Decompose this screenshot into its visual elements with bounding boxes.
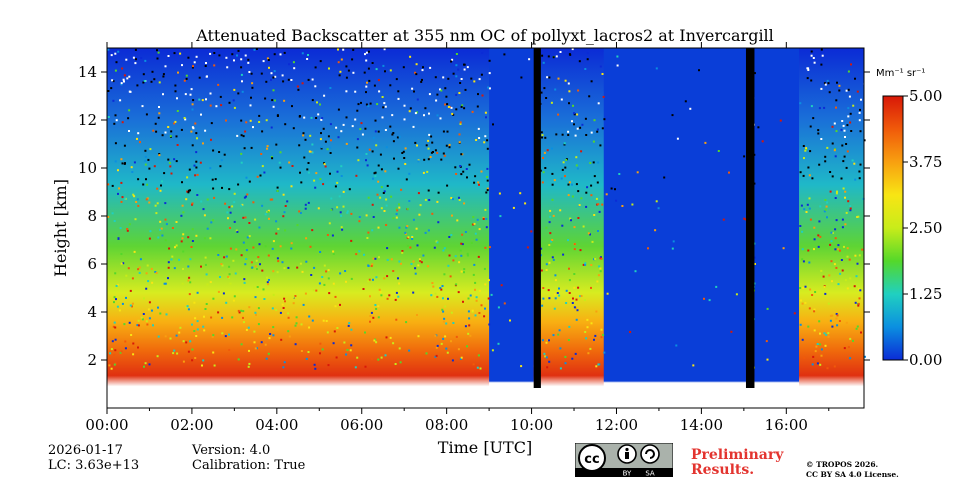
x-tick-label: 06:00 — [340, 416, 383, 434]
speckle-layer — [107, 48, 866, 370]
meta-left: 2026-01-17 LC: 3.63e+13 — [48, 443, 139, 473]
x-tick-label: 16:00 — [765, 416, 808, 434]
no-data-gap — [533, 48, 541, 388]
copyright-line1: © TROPOS 2026. — [806, 460, 879, 469]
calibration-text: Calibration: True — [192, 458, 306, 473]
x-tick-label: 00:00 — [85, 416, 128, 434]
colorbar-tick-label: 0.00 — [909, 351, 942, 369]
x-tick-label: 14:00 — [680, 416, 723, 434]
plot-area: 00:00 02:00 04:00 06:00 08:00 10:00 12:00 14:00… — [78, 42, 870, 434]
colorbar-tick-label: 5.00 — [909, 87, 942, 105]
sa-icon — [640, 444, 660, 464]
colorbar-tick-label: 3.75 — [909, 153, 942, 171]
preliminary-line2: Results. — [691, 462, 755, 478]
x-tick-label: 08:00 — [425, 416, 468, 434]
x-tick-label: 04:00 — [255, 416, 298, 434]
cc-icon — [578, 444, 606, 472]
y-tick-label: 10 — [78, 159, 97, 177]
low-signal-region — [489, 48, 534, 408]
sa-label: SA — [645, 470, 655, 478]
low-signal-region — [754, 48, 800, 408]
x-tick-label: 10:00 — [510, 416, 553, 434]
cc-label: cc — [584, 452, 599, 467]
preliminary-note: Preliminary Results. — [691, 448, 783, 478]
version-text: Version: 4.0 — [192, 443, 271, 458]
by-label: BY — [623, 470, 632, 478]
lc-text: LC: 3.63e+13 — [48, 458, 140, 473]
colorbar-tick-label: 1.25 — [909, 285, 942, 303]
y-tick-label: 12 — [78, 111, 97, 129]
preliminary-line1: Preliminary — [691, 447, 784, 463]
copyright-line2: CC BY SA 4.0 License. — [806, 470, 899, 479]
y-tick-label: 6 — [87, 255, 97, 273]
colorbar-gradient — [882, 95, 904, 361]
x-tick-label: 12:00 — [595, 416, 638, 434]
copyright-note: © TROPOS 2026. CC BY SA 4.0 License. — [806, 460, 899, 480]
y-tick-label: 8 — [87, 207, 97, 225]
y-axis-label: Height [km] — [51, 179, 70, 277]
low-signal-region — [603, 48, 746, 408]
colorbar-tick-label: 2.50 — [909, 219, 942, 237]
plot-frame — [106, 47, 865, 409]
date-text: 2026-01-17 — [48, 443, 123, 458]
x-tick-label: 02:00 — [170, 416, 213, 434]
chart-title: Attenuated Backscatter at 355 nm OC of p… — [195, 26, 774, 45]
y-tick-label: 4 — [87, 303, 97, 321]
colorbar-unit: Mm⁻¹ sr⁻¹ — [876, 68, 925, 79]
no-data-gap — [745, 48, 755, 388]
y-tick-label: 2 — [87, 351, 97, 369]
meta-mid: Version: 4.0 Calibration: True — [192, 443, 305, 473]
cc-license-badge: cc BY SA — [575, 443, 673, 477]
x-axis-label: Time [UTC] — [438, 438, 532, 457]
colorbar: 0.00 1.25 2.50 3.75 5.00 — [882, 87, 942, 369]
y-tick-label: 14 — [78, 63, 97, 81]
